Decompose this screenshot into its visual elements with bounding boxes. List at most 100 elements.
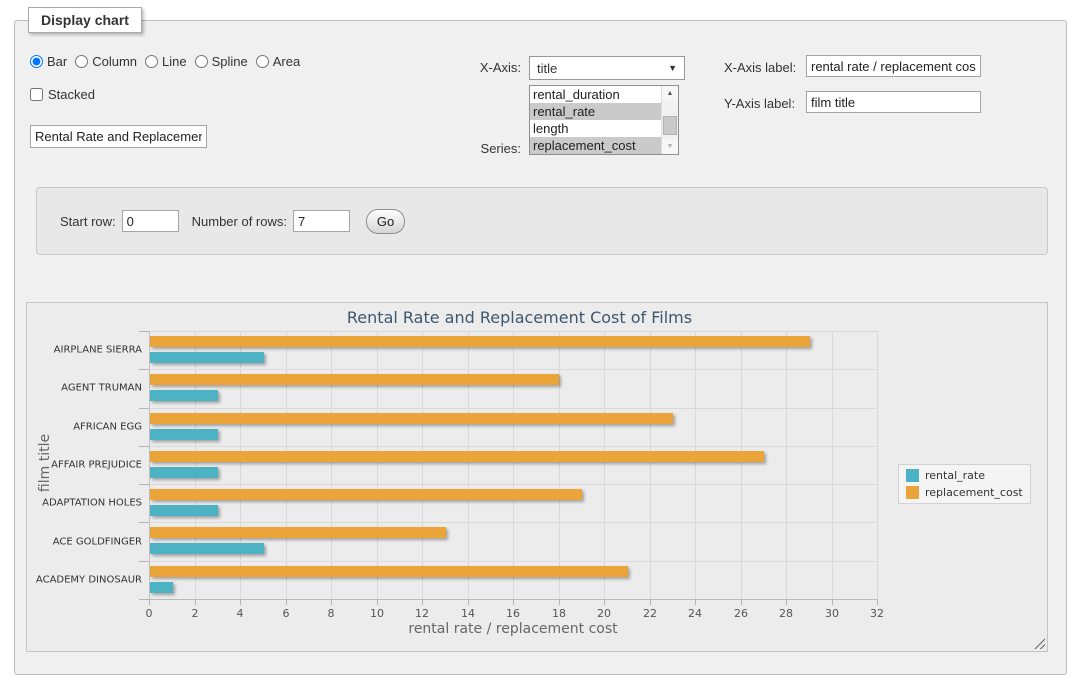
replacement-cost-bar bbox=[150, 566, 628, 577]
series-field-label: Series: bbox=[480, 141, 521, 156]
x-axis-tick bbox=[695, 600, 696, 605]
gridline bbox=[195, 331, 196, 599]
chart-title: Rental Rate and Replacement Cost of Film… bbox=[346, 308, 693, 327]
category-label: ACADEMY DINOSAUR bbox=[35, 574, 142, 586]
number-of-rows-input[interactable] bbox=[293, 210, 350, 232]
chart-type-option-area[interactable]: Area bbox=[255, 54, 300, 69]
y-axis-tick bbox=[139, 369, 149, 370]
scroll-up-icon[interactable]: ▲ bbox=[662, 86, 678, 101]
x-tick-label: 30 bbox=[825, 607, 839, 620]
stacked-option[interactable]: Stacked bbox=[30, 87, 95, 102]
legend-swatch bbox=[906, 486, 919, 499]
x-tick-label: 0 bbox=[145, 607, 153, 620]
gridline bbox=[149, 446, 877, 447]
chart-container: Rental Rate and Replacement Cost of Film… bbox=[26, 302, 1048, 652]
category-label: AFRICAN EGG bbox=[73, 421, 142, 433]
x-axis-select[interactable]: title ▼ bbox=[529, 56, 685, 80]
number-of-rows-label: Number of rows: bbox=[191, 213, 287, 229]
category-label: AFFAIR PREJUDICE bbox=[51, 459, 142, 471]
gridline bbox=[832, 331, 833, 599]
x-tick-label: 22 bbox=[643, 607, 657, 620]
scroll-down-icon[interactable]: ▼ bbox=[662, 139, 678, 154]
gridline bbox=[604, 331, 605, 599]
plot-area: 0 2 4 6 8 10 12 14 16 18 20 22 24 26 28 30 32 AIRPLANE SI… bbox=[36, 331, 884, 620]
gridline bbox=[149, 484, 877, 485]
series-option-rental_duration[interactable]: rental_duration bbox=[533, 87, 620, 102]
x-axis-tick bbox=[786, 600, 787, 605]
category-label: AGENT TRUMAN bbox=[61, 382, 142, 394]
gridline bbox=[786, 331, 787, 599]
y-axis-line bbox=[149, 331, 150, 599]
series-scrollbar[interactable]: ▲ ▼ bbox=[661, 86, 678, 154]
legend-label: replacement_cost bbox=[925, 486, 1023, 499]
x-axis-tick bbox=[741, 600, 742, 605]
start-row-input[interactable] bbox=[121, 210, 179, 232]
series-listbox[interactable]: rental_duration rental_rate length replacem… bbox=[529, 85, 679, 155]
x-axis-selected-value: title bbox=[537, 60, 558, 76]
chart-type-option-line[interactable]: Line bbox=[145, 54, 187, 69]
x-axis-field-label: X-Axis: bbox=[479, 60, 521, 75]
replacement-cost-bar bbox=[150, 451, 764, 462]
chevron-down-icon: ▼ bbox=[668, 63, 677, 73]
gridline bbox=[377, 331, 378, 599]
x-axis-tick bbox=[331, 600, 332, 605]
rental-rate-bar bbox=[150, 543, 264, 554]
chart-title-input[interactable] bbox=[30, 125, 207, 148]
gridline bbox=[877, 331, 878, 599]
legend-swatch bbox=[906, 469, 919, 482]
series-option-rental_rate[interactable]: rental_rate bbox=[530, 103, 661, 120]
gridline bbox=[513, 331, 514, 599]
category-label: ACE GOLDFINGER bbox=[52, 536, 142, 548]
resize-handle[interactable] bbox=[1034, 638, 1045, 649]
series-options: rental_duration rental_rate length replacem… bbox=[530, 86, 661, 154]
x-axis-label-field-label: X-Axis label: bbox=[724, 60, 797, 75]
y-axis-tick bbox=[139, 561, 149, 562]
stacked-checkbox[interactable] bbox=[30, 88, 43, 101]
x-axis-label-input[interactable] bbox=[806, 55, 981, 77]
rental-rate-bar bbox=[150, 582, 173, 593]
spline-radio[interactable] bbox=[194, 55, 208, 68]
gridline bbox=[422, 331, 423, 599]
gridline bbox=[286, 331, 287, 599]
chart-type-option-bar[interactable]: Bar bbox=[30, 54, 67, 69]
bar-radio[interactable] bbox=[30, 55, 43, 68]
x-axis-tick bbox=[422, 600, 423, 605]
x-axis-tick bbox=[877, 600, 878, 605]
y-axis-tick bbox=[139, 484, 149, 485]
scrollbar-thumb[interactable] bbox=[663, 116, 677, 135]
line-radio[interactable] bbox=[145, 55, 159, 68]
gridline bbox=[149, 369, 877, 370]
gridline bbox=[741, 331, 742, 599]
x-axis-tick bbox=[149, 600, 150, 605]
y-axis-label-input[interactable] bbox=[806, 91, 981, 113]
legend-item-replacement_cost[interactable]: replacement_cost bbox=[906, 486, 1023, 499]
column-radio[interactable] bbox=[75, 55, 89, 68]
y-axis-label-field-label: Y-Axis label: bbox=[724, 96, 796, 111]
y-axis-tick bbox=[139, 446, 149, 447]
chart-type-row: Bar Column Line Spline Area bbox=[30, 54, 308, 69]
chart-type-option-label: Bar bbox=[47, 54, 68, 69]
rental-rate-bar bbox=[150, 390, 218, 401]
x-axis-line bbox=[149, 599, 878, 600]
gridline bbox=[559, 331, 560, 599]
series-option-length[interactable]: length bbox=[533, 121, 569, 136]
y-axis-title: film title bbox=[37, 433, 53, 493]
rental-rate-bar bbox=[150, 467, 218, 478]
replacement-cost-bar bbox=[150, 527, 446, 538]
x-tick-label: 4 bbox=[236, 607, 244, 620]
go-button[interactable]: Go bbox=[366, 208, 405, 234]
x-tick-label: 6 bbox=[282, 607, 290, 620]
x-tick-label: 24 bbox=[688, 607, 702, 620]
chart-type-option-spline[interactable]: Spline bbox=[194, 54, 248, 69]
category-label: AIRPLANE SIERRA bbox=[53, 344, 142, 356]
x-axis-title: rental rate / replacement cost bbox=[408, 621, 618, 637]
x-axis-tick bbox=[377, 600, 378, 605]
x-axis-tick bbox=[650, 600, 651, 605]
replacement-cost-bar bbox=[150, 413, 673, 424]
gridline bbox=[149, 522, 877, 523]
series-option-replacement_cost[interactable]: replacement_cost bbox=[530, 137, 661, 154]
area-radio[interactable] bbox=[255, 55, 269, 68]
legend-item-rental_rate[interactable]: rental_rate bbox=[906, 469, 1023, 482]
chart-type-option-column[interactable]: Column bbox=[75, 54, 137, 69]
rental-rate-bar bbox=[150, 429, 218, 440]
